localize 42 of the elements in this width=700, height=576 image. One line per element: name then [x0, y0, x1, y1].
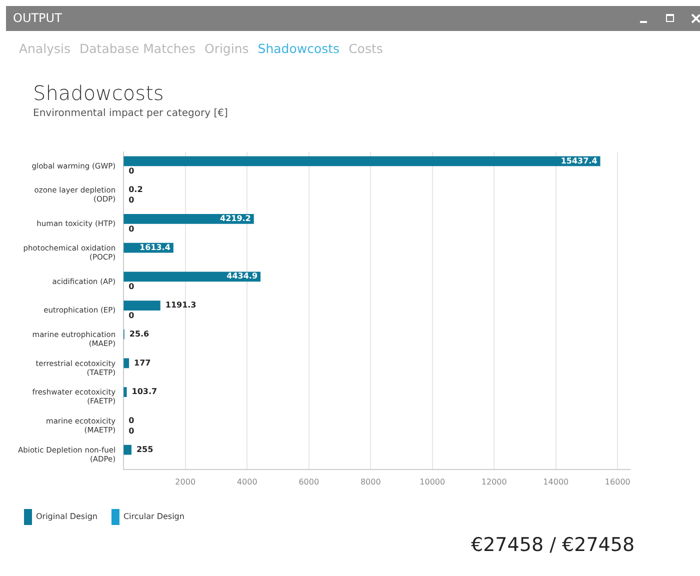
text: OUTPUT — [13, 11, 62, 25]
data-label: 4434.9 — [226, 272, 258, 281]
legend-label: Circular Design — [123, 512, 184, 522]
bar — [124, 387, 127, 398]
data-label: 0 — [128, 310, 135, 320]
x-tick-label: 8000 — [360, 477, 381, 486]
text: Origins — [204, 41, 249, 56]
legend-label: Original Design — [36, 512, 98, 522]
data-label: 177 — [134, 358, 151, 368]
data-label: 0 — [128, 224, 135, 234]
data-label: 255 — [136, 444, 154, 454]
chart-subtitle: Environmental impact per category [€] — [33, 108, 228, 119]
data-label: 1191.3 — [165, 300, 196, 310]
x-tick-label: 6000 — [298, 477, 320, 486]
x-tick-label: 10000 — [420, 477, 446, 486]
data-label: 0 — [128, 426, 135, 436]
x-tick-label: 16000 — [604, 477, 630, 486]
text: Shadowcosts — [258, 41, 340, 56]
data-label: 25.6 — [129, 329, 150, 338]
data-label: 0 — [128, 416, 135, 426]
x-tick-label: 2000 — [175, 477, 196, 486]
bar — [124, 272, 261, 282]
bar — [124, 156, 600, 166]
data-label: 1613.4 — [140, 242, 171, 252]
text: €27458 / €27458 — [471, 534, 635, 556]
bar — [124, 214, 254, 224]
chart-title: Shadowcosts — [33, 81, 164, 105]
text: Database Matches — [80, 41, 196, 56]
data-label: 15437.4 — [560, 156, 598, 166]
x-tick-label: 14000 — [543, 477, 569, 486]
data-label: 0.2 — [128, 185, 143, 194]
data-label: 0 — [128, 166, 135, 176]
bar — [124, 300, 160, 310]
x-tick-label: 4000 — [236, 477, 258, 486]
text: Analysis — [19, 41, 71, 56]
data-label: 0 — [128, 282, 135, 292]
data-label: 0 — [128, 196, 135, 205]
bar — [124, 444, 132, 455]
data-label: 4219.2 — [220, 214, 251, 224]
data-label: 103.7 — [132, 387, 158, 396]
x-tick-label: 12000 — [481, 477, 507, 486]
text: Costs — [348, 41, 383, 56]
